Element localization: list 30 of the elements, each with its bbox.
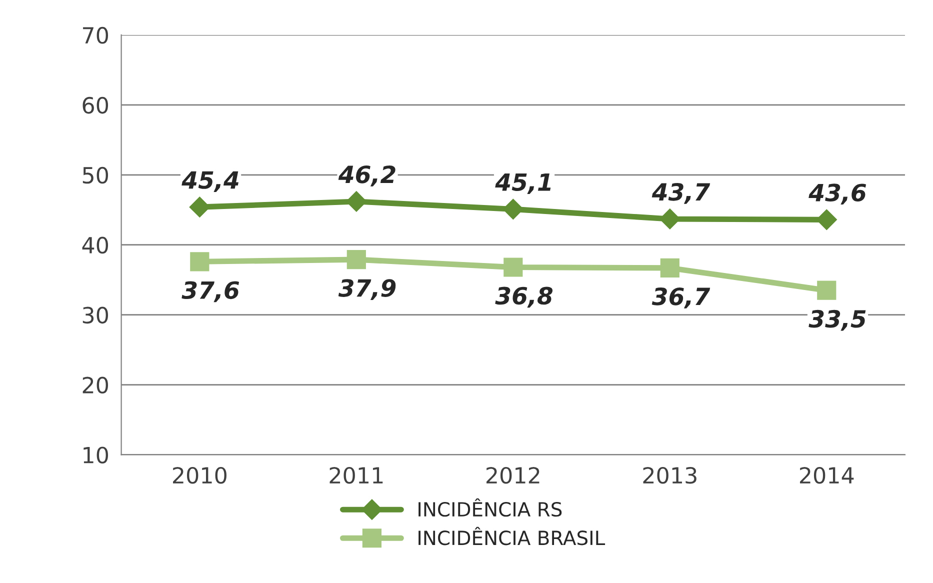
legend-label: INCIDÊNCIA BRASIL <box>418 526 606 546</box>
x-tick-label: 2013 <box>643 466 696 484</box>
data-label: 33,5 <box>808 310 866 331</box>
y-tick-label: 40 <box>82 236 108 254</box>
y-tick-label: 70 <box>83 26 108 44</box>
legend-label: INCIDÊNCIA RS <box>418 498 562 517</box>
data-label: 37,6 <box>182 281 240 302</box>
point <box>660 258 680 278</box>
data-label: 37,9 <box>338 279 396 300</box>
y-tick-label: 20 <box>82 376 108 394</box>
point <box>504 258 523 277</box>
data-label: 43,6 <box>808 184 866 205</box>
data-label: 45,4 <box>182 171 238 192</box>
x-tick-label: 2010 <box>173 466 226 484</box>
x-tick-label: 2012 <box>486 466 540 484</box>
data-label: 45,1 <box>495 173 551 194</box>
data-label: 36,8 <box>495 286 553 308</box>
y-tick-label: 30 <box>82 306 108 324</box>
point <box>346 191 367 212</box>
data-label: 46,2 <box>338 165 396 186</box>
point <box>817 280 836 300</box>
point <box>190 252 210 272</box>
data-label: 36,7 <box>652 287 710 308</box>
y-tick-label: 50 <box>82 166 108 184</box>
y-tick-label: 60 <box>82 96 108 114</box>
point <box>346 250 366 270</box>
y-tick-label: 10 <box>84 446 108 464</box>
x-tick-label: 2014 <box>800 466 854 484</box>
data-label: 43,7 <box>652 182 710 204</box>
x-tick-label: 2011 <box>330 466 383 484</box>
